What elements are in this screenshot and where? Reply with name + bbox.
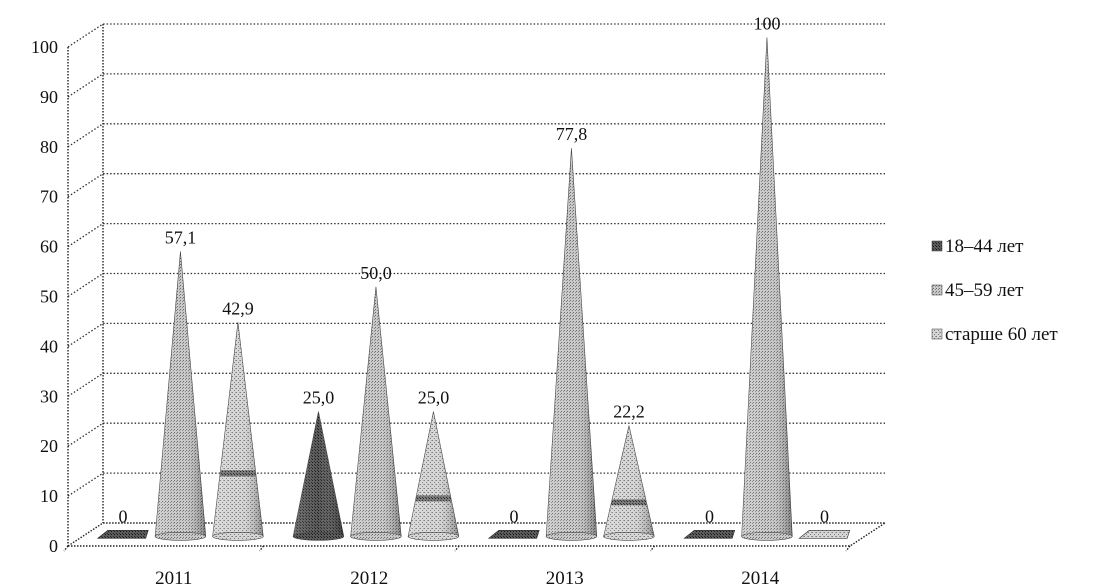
y-tick-label: 10 xyxy=(40,486,58,506)
legend-entry: 45–59 лет xyxy=(931,280,1024,301)
data-label: 50,0 xyxy=(360,263,392,283)
legend-swatch xyxy=(931,328,943,340)
x-tick-label: 2011 xyxy=(155,568,192,588)
data-label: 77,8 xyxy=(556,124,588,144)
cone-mark xyxy=(487,530,540,539)
data-label: 22,2 xyxy=(613,402,645,422)
cone-mark xyxy=(350,286,402,541)
legend-label: 18–44 лет xyxy=(945,236,1024,257)
cone-mark xyxy=(545,148,598,541)
y-tick-label: 30 xyxy=(40,386,58,406)
cones xyxy=(96,37,851,541)
y-tick-label: 90 xyxy=(40,87,58,107)
data-label: 25,0 xyxy=(418,388,450,408)
cone-mark xyxy=(212,322,264,541)
y-tick-label: 40 xyxy=(40,336,58,356)
data-labels: 0 10 20 30 40 50 60 70 80 90 100 0 57,1 42,9 2011 25,0 5… xyxy=(31,13,829,588)
cone-mark xyxy=(407,411,460,541)
y-tick-label: 60 xyxy=(40,237,58,257)
data-label: 0 xyxy=(509,506,518,526)
x-tick-label: 2013 xyxy=(546,568,584,588)
y-tick-label: 80 xyxy=(40,137,58,157)
data-label: 0 xyxy=(118,506,127,526)
data-label: 0 xyxy=(820,506,829,526)
legend-label: старше 60 лет xyxy=(945,324,1058,345)
cone-mark xyxy=(292,411,345,541)
cone-mark xyxy=(683,530,736,539)
data-label: 57,1 xyxy=(165,227,197,247)
legend-entry: старше 60 лет xyxy=(931,324,1058,345)
data-label: 0 xyxy=(705,506,714,526)
gridline xyxy=(67,73,885,98)
y-tick-label: 50 xyxy=(40,287,58,307)
y-tick-label: 0 xyxy=(49,536,58,556)
data-label: 100 xyxy=(753,13,780,33)
legend-entry: 18–44 лет xyxy=(931,236,1024,257)
y-tick-label: 70 xyxy=(40,187,58,207)
cone-mark xyxy=(741,37,793,541)
y-tick-label: 100 xyxy=(31,37,58,57)
legend-swatch xyxy=(931,240,943,252)
cone-mark xyxy=(798,530,851,539)
data-label: 42,9 xyxy=(222,298,254,318)
axes xyxy=(63,24,886,552)
y-tick-label: 20 xyxy=(40,436,58,456)
cone-mark xyxy=(603,425,655,541)
legend-label: 45–59 лет xyxy=(945,280,1024,301)
legend-swatch xyxy=(931,284,943,296)
cone-mark xyxy=(96,530,149,539)
cone-mark xyxy=(154,251,207,541)
data-label: 25,0 xyxy=(303,388,335,408)
x-tick-label: 2014 xyxy=(741,568,780,588)
x-tick-label: 2012 xyxy=(350,568,388,588)
legend: 18–44 лет 45–59 лет старше 60 лет xyxy=(931,236,1058,345)
